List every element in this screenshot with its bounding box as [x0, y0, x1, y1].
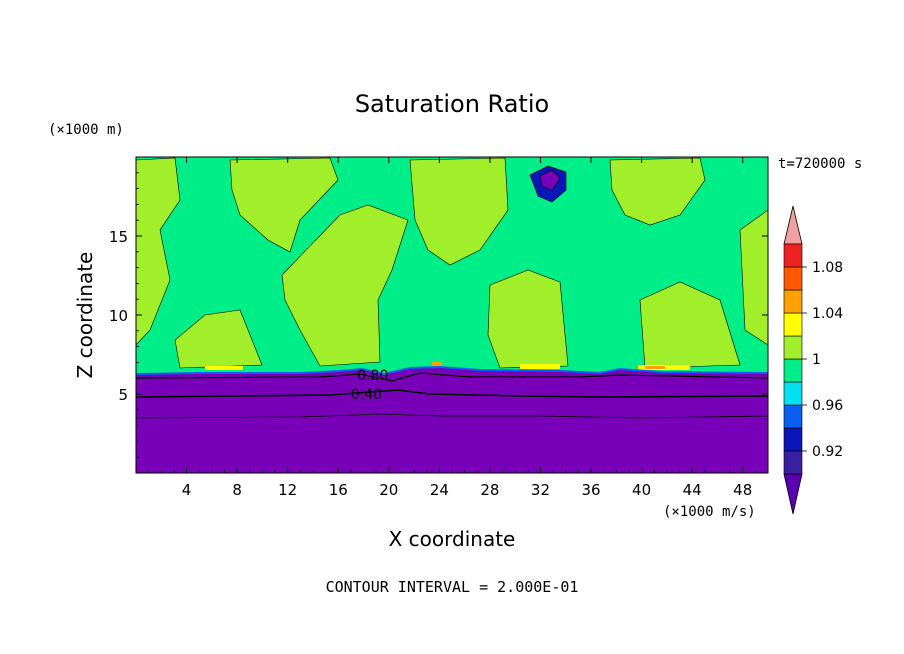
x-tick-label: 44 [683, 481, 702, 499]
supersaturated-region [409, 157, 509, 266]
x-tick-label: 12 [278, 481, 297, 499]
colorbar-swatch [783, 335, 803, 360]
x-tick-label: 4 [182, 481, 192, 499]
contour-labels: 0.80 0.40 [351, 368, 388, 403]
contour-label: 0.80 [357, 368, 388, 384]
supersaturated-region [281, 204, 409, 367]
y-axis-title: Z coordinate [73, 252, 97, 379]
supersaturated-region [174, 309, 263, 369]
supersaturated-region [609, 157, 706, 226]
colorbar: 1.08 1.04 1 0.96 0.92 [783, 205, 843, 515]
dry-layer [136, 367, 768, 473]
x-axis-title: X coordinate [389, 527, 516, 551]
x-units-label: (×1000 m/s) [663, 504, 756, 520]
y-tick-label: 5 [118, 386, 128, 404]
colorbar-label: 0.92 [812, 444, 843, 460]
x-axis: 4 8 12 16 20 24 28 32 36 40 44 48 [148, 157, 756, 499]
contour-line-0.40 [135, 389, 769, 398]
colorbar-swatch [783, 427, 803, 452]
colorbar-over-arrow [783, 205, 803, 245]
contour-interval-note: CONTOUR INTERVAL = 2.000E-01 [326, 578, 579, 596]
dry-layer-edge [135, 365, 769, 376]
colorbar-swatch [783, 358, 803, 383]
colorbar-swatch [783, 404, 803, 429]
plot-area: 0.80 0.40 [135, 156, 769, 474]
colorbar-label: 1.08 [812, 260, 843, 276]
peak-region [645, 366, 665, 369]
contour-line-0.80 [135, 372, 769, 382]
colorbar-label: 0.96 [812, 398, 843, 414]
time-label: t=720000 s [778, 156, 862, 172]
peak-region [432, 362, 442, 366]
x-tick-label: 40 [632, 481, 651, 499]
x-tick-label: 24 [430, 481, 449, 499]
x-tick-label: 36 [581, 481, 600, 499]
colorbar-label: 1 [812, 352, 821, 368]
x-tick-label: 48 [733, 481, 752, 499]
peak-region [205, 366, 243, 370]
supersaturated-region [639, 281, 741, 369]
y-units-label: (×1000 m) [48, 122, 124, 138]
colorbar-label: 1.04 [812, 306, 843, 322]
x-tick-label: 8 [232, 481, 242, 499]
y-axis: 5 10 15 [109, 172, 768, 458]
x-tick-label: 16 [329, 481, 348, 499]
supersaturated-region [487, 269, 569, 369]
peak-region [520, 364, 560, 369]
y-tick-label: 10 [109, 307, 128, 325]
colorbar-swatch [783, 266, 803, 291]
contour-line-0.20 [135, 413, 769, 419]
colorbar-swatch [783, 243, 803, 268]
supersaturated-region [135, 157, 181, 346]
x-tick-label: 28 [480, 481, 499, 499]
y-tick-label: 15 [109, 228, 128, 246]
contour-label: 0.40 [351, 387, 382, 403]
colorbar-swatch [783, 312, 803, 337]
ice-core [539, 169, 561, 191]
colorbar-swatch [783, 289, 803, 314]
colorbar-swatch [783, 381, 803, 406]
colorbar-under-arrow [783, 473, 803, 515]
chart-title: Saturation Ratio [355, 90, 549, 118]
x-tick-label: 32 [531, 481, 550, 499]
colorbar-swatch [783, 450, 803, 475]
x-tick-label: 20 [379, 481, 398, 499]
supersaturated-region [229, 157, 339, 253]
